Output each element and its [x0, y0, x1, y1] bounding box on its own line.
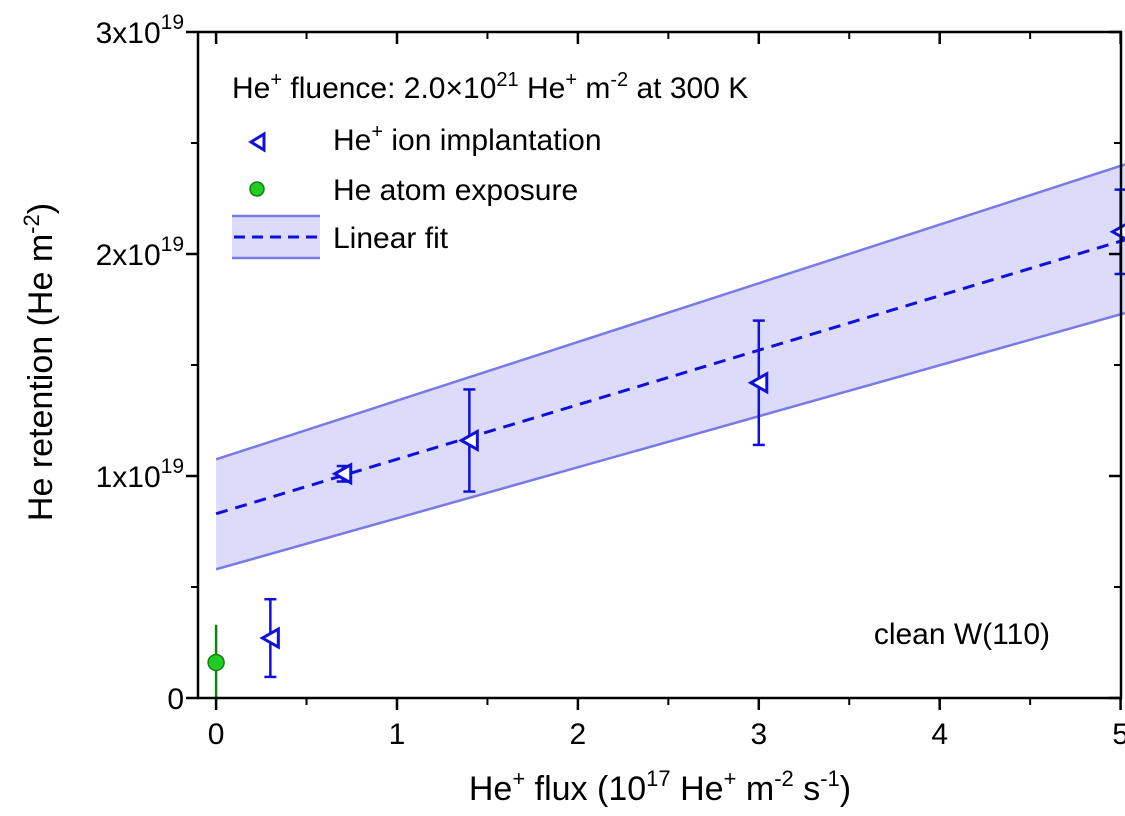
legend-title: He+ fluence: 2.0×1021 He+ m-2 at 300 K [232, 69, 748, 105]
data-point-s0-p1 [331, 462, 353, 486]
data-point-s1-p0 [207, 653, 225, 672]
legend-triangle-marker-icon [248, 131, 266, 153]
legend-label-linear-fit: Linear fit [333, 222, 449, 255]
x-tick-label-5: 5 [1112, 718, 1125, 751]
x-tick-label-4: 4 [931, 718, 948, 751]
data-point-s0-p2 [458, 428, 479, 453]
annotation-clean-w110: clean W(110) [874, 618, 1050, 651]
y-tick-label-2: 2x1019 [96, 233, 184, 272]
x-tick-label-0: 0 [208, 718, 225, 751]
confidence-band-layer [215, 163, 1125, 571]
confidence-band-upper [215, 163, 1125, 461]
legend: He+ fluence: 2.0×1021 He+ m-2 at 300 K H… [232, 69, 748, 260]
confidence-band-lower [215, 311, 1125, 571]
confidence-band [216, 164, 1125, 570]
y-tick-label-1: 1x1019 [96, 455, 184, 494]
y-axis-title: He retention (He m-2) [19, 203, 60, 521]
series-layer [207, 188, 1125, 701]
legend-circle-marker-icon [249, 181, 265, 197]
legend-label-ion-implantation: He+ ion implantation [333, 121, 602, 157]
y-tick-label-3: 3x1019 [96, 11, 184, 50]
x-tick-label-2: 2 [570, 718, 587, 751]
axes-layer: 0 1 2 3 4 5 0 1x1019 2x1019 3x1019 [96, 11, 1125, 751]
x-axis-title: He+ flux (1017 He+ m-2 s-1) [469, 766, 851, 808]
x-tick-label-3: 3 [750, 718, 767, 751]
data-point-s0-p3 [747, 371, 769, 395]
data-point-s0-p0 [259, 626, 280, 650]
y-tick-label-0: 0 [167, 683, 184, 716]
x-tick-label-1: 1 [389, 718, 406, 751]
legend-label-atom-exposure: He atom exposure [333, 174, 578, 207]
